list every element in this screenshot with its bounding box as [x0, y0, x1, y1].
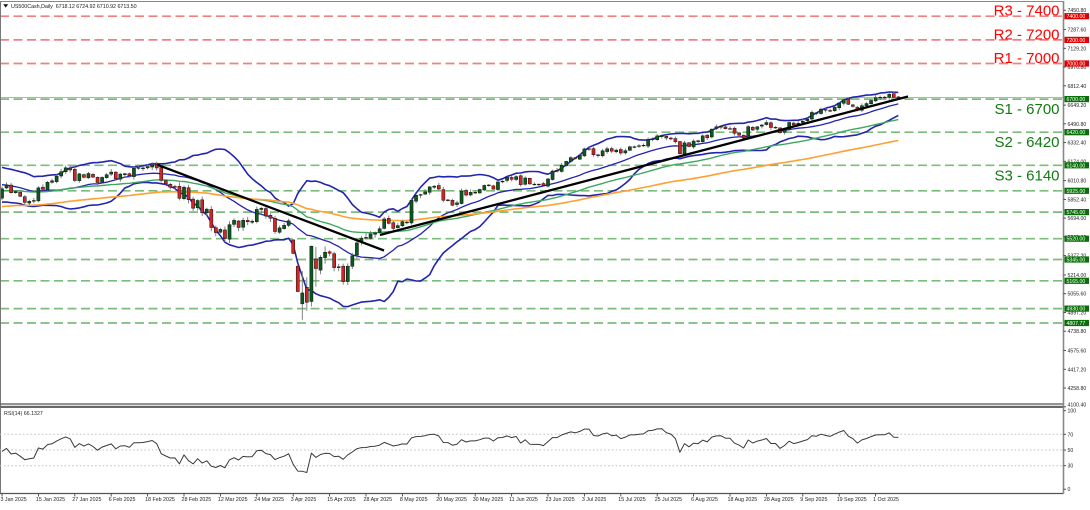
svg-text:6700.00: 6700.00: [1067, 97, 1086, 103]
svg-text:8 May 2025: 8 May 2025: [400, 497, 428, 503]
svg-text:5165.00: 5165.00: [1067, 279, 1086, 285]
svg-text:S1 - 6700: S1 - 6700: [994, 101, 1059, 118]
svg-text:5345.00: 5345.00: [1067, 258, 1086, 264]
svg-text:28 Aug 2025: 28 Aug 2025: [764, 497, 794, 503]
svg-text:70: 70: [1068, 432, 1074, 438]
svg-text:5745.00: 5745.00: [1067, 210, 1086, 216]
svg-text:28 Feb 2025: 28 Feb 2025: [182, 497, 212, 503]
svg-text:6332.40: 6332.40: [1068, 141, 1087, 147]
svg-text:20 May 2025: 20 May 2025: [436, 497, 467, 503]
svg-text:15 Jul 2025: 15 Jul 2025: [618, 497, 645, 503]
svg-text:US500Cash,Daily 6718.12 6724.: US500Cash,Daily 6718.12 6724.92 6710.92 …: [11, 4, 137, 10]
svg-text:15 Jan 2025: 15 Jan 2025: [36, 497, 65, 503]
svg-text:27 Jan 2025: 27 Jan 2025: [72, 497, 101, 503]
svg-text:100: 100: [1068, 409, 1077, 415]
svg-text:30 May 2025: 30 May 2025: [473, 497, 504, 503]
svg-text:25 Jul 2025: 25 Jul 2025: [655, 497, 682, 503]
svg-text:3 Jan 2025: 3 Jan 2025: [1, 497, 27, 503]
svg-text:4738.80: 4738.80: [1068, 329, 1087, 335]
svg-text:6420.00: 6420.00: [1067, 130, 1086, 136]
svg-text:6 Feb 2025: 6 Feb 2025: [109, 497, 136, 503]
svg-text:5694.00: 5694.00: [1068, 216, 1087, 222]
svg-text:4930.00: 4930.00: [1067, 307, 1086, 313]
svg-text:1 Oct 2025: 1 Oct 2025: [873, 497, 899, 503]
svg-text:3 Jul 2025: 3 Jul 2025: [582, 497, 606, 503]
svg-text:11 Jun 2025: 11 Jun 2025: [509, 497, 538, 503]
svg-text:18 Aug 2025: 18 Aug 2025: [728, 497, 758, 503]
svg-text:7287.60: 7287.60: [1068, 28, 1087, 34]
svg-text:19 Sep 2025: 19 Sep 2025: [837, 497, 867, 503]
svg-text:4575.60: 4575.60: [1068, 349, 1087, 355]
svg-text:6140.00: 6140.00: [1067, 163, 1086, 169]
svg-text:6812.40: 6812.40: [1068, 84, 1087, 90]
svg-text:6490.80: 6490.80: [1068, 122, 1087, 128]
svg-text:4417.20: 4417.20: [1068, 367, 1087, 373]
svg-text:R3 - 7400: R3 - 7400: [994, 3, 1060, 20]
svg-text:5214.00: 5214.00: [1068, 273, 1087, 279]
svg-text:7000.00: 7000.00: [1067, 62, 1086, 68]
svg-text:7450.80: 7450.80: [1068, 8, 1087, 14]
svg-text:28 Apr 2025: 28 Apr 2025: [364, 497, 393, 503]
svg-text:7400.00: 7400.00: [1067, 14, 1086, 20]
svg-text:30: 30: [1068, 464, 1074, 470]
svg-text:6 Aug 2025: 6 Aug 2025: [691, 497, 718, 503]
svg-text:4100.40: 4100.40: [1068, 402, 1087, 408]
svg-text:4258.80: 4258.80: [1068, 386, 1087, 392]
svg-text:5055.60: 5055.60: [1068, 292, 1087, 298]
svg-text:R1 - 7000: R1 - 7000: [994, 50, 1060, 67]
svg-text:4897.20: 4897.20: [1068, 311, 1087, 317]
svg-text:7200.00: 7200.00: [1067, 38, 1086, 44]
svg-text:23 Jun 2025: 23 Jun 2025: [546, 497, 575, 503]
svg-text:18 Feb 2025: 18 Feb 2025: [145, 497, 175, 503]
svg-text:5852.40: 5852.40: [1068, 197, 1087, 203]
svg-text:6649.20: 6649.20: [1068, 103, 1087, 109]
svg-text:S2 - 6420: S2 - 6420: [994, 134, 1059, 151]
svg-text:6010.80: 6010.80: [1068, 179, 1087, 185]
svg-text:5925.00: 5925.00: [1067, 189, 1086, 195]
svg-text:R2 - 7200: R2 - 7200: [994, 26, 1060, 43]
svg-text:RSI(14) 66.1327: RSI(14) 66.1327: [4, 411, 43, 417]
svg-text:15 Apr 2025: 15 Apr 2025: [327, 497, 356, 503]
svg-text:S3 - 6140: S3 - 6140: [994, 167, 1059, 184]
svg-text:9 Sep 2025: 9 Sep 2025: [800, 497, 827, 503]
svg-text:7129.20: 7129.20: [1068, 46, 1087, 52]
svg-text:24 Mar 2025: 24 Mar 2025: [254, 497, 284, 503]
svg-text:0: 0: [1068, 487, 1071, 493]
svg-text:50: 50: [1068, 448, 1074, 454]
svg-text:6970.80: 6970.80: [1068, 65, 1087, 71]
svg-text:4807.77: 4807.77: [1067, 321, 1086, 327]
svg-text:5520.00: 5520.00: [1067, 237, 1086, 243]
svg-text:12 Mar 2025: 12 Mar 2025: [218, 497, 248, 503]
svg-text:3 Apr 2025: 3 Apr 2025: [291, 497, 317, 503]
